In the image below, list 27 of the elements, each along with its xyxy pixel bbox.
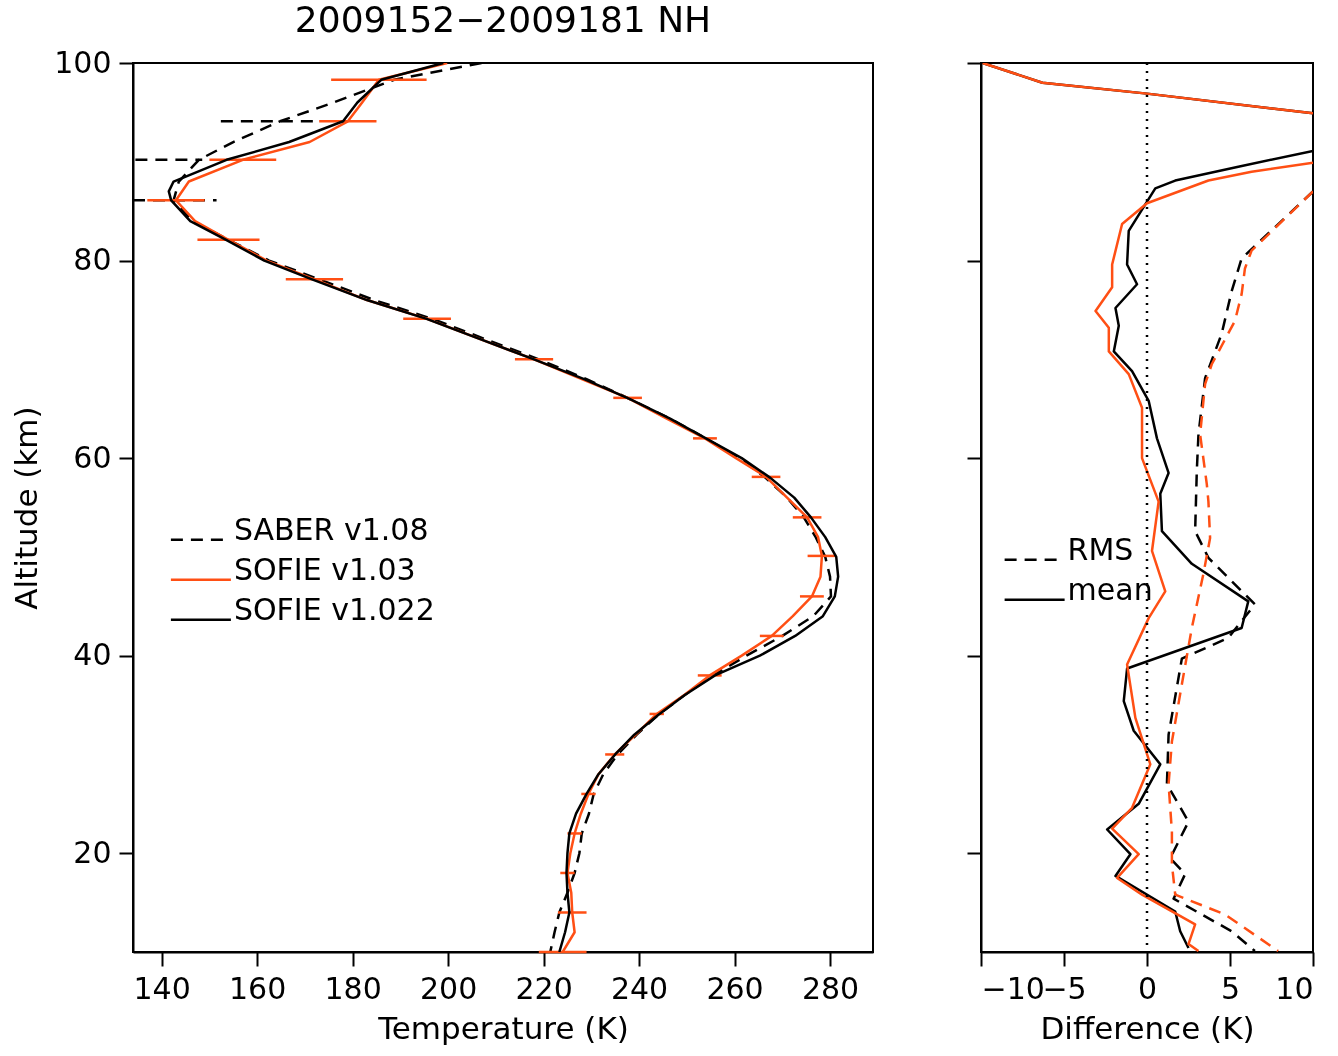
x-tick-label: 240 — [610, 970, 669, 1006]
x-tick-label: 280 — [801, 970, 860, 1006]
x-tick-label: 5 — [1220, 970, 1241, 1006]
legend-label: SABER v1.08 — [233, 511, 429, 547]
y-tick-label: 100 — [54, 44, 112, 80]
y-tick-label: 60 — [73, 439, 112, 475]
chart-title: 2009152−2009181 NH — [294, 0, 712, 40]
x-tick-label: 260 — [706, 970, 764, 1006]
y-tick-label: 40 — [73, 637, 112, 673]
legend-label: RMS — [1067, 531, 1134, 567]
x-axis-title: Difference (K) — [1040, 1009, 1255, 1046]
legend-label: SOFIE v1.022 — [233, 591, 435, 627]
x-tick-label: 0 — [1137, 970, 1158, 1006]
y-axis-title: Altitude (km) — [8, 406, 45, 610]
legend-label: mean — [1067, 571, 1153, 607]
x-tick-label: 160 — [229, 970, 287, 1006]
y-tick-label: 80 — [73, 242, 112, 278]
x-tick-label: 10 — [1275, 970, 1314, 1006]
x-tick-label: −10 — [981, 970, 1045, 1006]
x-tick-label: 200 — [419, 970, 478, 1006]
x-tick-label: −5 — [1042, 970, 1087, 1006]
x-axis-title: Temperature (K) — [377, 1009, 629, 1046]
x-tick-label: 140 — [133, 970, 191, 1006]
x-tick-label: 180 — [324, 970, 382, 1006]
y-tick-label: 20 — [73, 834, 112, 870]
x-tick-label: 220 — [515, 970, 573, 1006]
legend-label: SOFIE v1.03 — [233, 551, 416, 587]
